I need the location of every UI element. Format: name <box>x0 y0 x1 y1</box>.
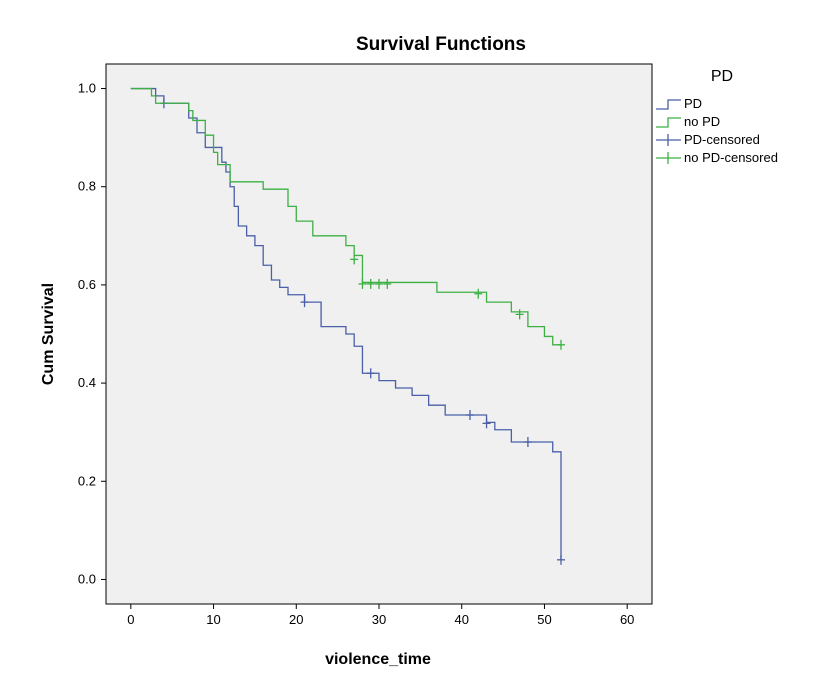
censor-mark-pd <box>466 410 474 420</box>
censor-mark-no-pd <box>350 254 359 265</box>
y-tick-label: 0.6 <box>78 277 96 292</box>
legend: PD PD no PD PD-censored no PD-censored <box>656 68 778 165</box>
plot-area <box>105 63 653 605</box>
legend-label: PD <box>684 96 702 111</box>
y-axis: 0.0 0.2 0.4 0.6 0.8 1.0 <box>78 81 106 586</box>
chart-title: Survival Functions <box>356 34 526 55</box>
censor-mark-pd <box>523 437 532 447</box>
y-axis-label: Cum Survival <box>40 283 57 385</box>
legend-label: no PD <box>684 114 720 129</box>
y-tick-label: 0.0 <box>78 571 96 586</box>
censor-mark-no-pd <box>515 309 524 320</box>
censor-mark-no-pd <box>375 278 383 289</box>
legend-item: PD <box>656 96 702 111</box>
x-tick-label: 40 <box>454 612 468 627</box>
x-axis-label: violence_time <box>325 651 431 668</box>
series-layer <box>130 87 565 565</box>
legend-label: no PD-censored <box>684 150 778 165</box>
censor-mark-no-pd <box>474 288 483 299</box>
censor-mark-pd <box>366 368 375 379</box>
x-tick-label: 10 <box>206 612 220 627</box>
censor-mark-no-pd <box>358 278 367 289</box>
series-line-no-pd <box>130 87 561 346</box>
censor-mark-pd <box>300 297 309 308</box>
censor-mark-pd <box>482 418 491 429</box>
legend-item: no PD <box>656 114 720 129</box>
legend-item: PD-censored <box>656 132 760 147</box>
legend-swatch <box>656 117 681 128</box>
censor-mark-no-pd <box>557 339 565 350</box>
x-tick-label: 20 <box>289 612 303 627</box>
x-tick-label: 0 <box>127 612 134 627</box>
x-tick-label: 50 <box>537 612 551 627</box>
y-tick-label: 0.8 <box>78 179 96 194</box>
x-tick-label: 60 <box>620 612 634 627</box>
legend-item: no PD-censored <box>656 150 778 165</box>
y-tick-label: 0.2 <box>78 473 96 488</box>
x-axis: 0 10 20 30 40 50 60 <box>127 604 634 627</box>
censor-mark-no-pd <box>383 278 392 289</box>
x-tick-label: 30 <box>372 612 386 627</box>
y-tick-label: 0.4 <box>78 375 96 390</box>
censor-mark-pd <box>557 554 565 565</box>
legend-swatch <box>656 99 681 110</box>
series-line-pd <box>130 87 562 560</box>
censor-mark-no-pd <box>366 278 375 289</box>
legend-label: PD-censored <box>684 132 760 147</box>
y-tick-label: 1.0 <box>78 81 96 96</box>
legend-title: PD <box>711 68 733 85</box>
